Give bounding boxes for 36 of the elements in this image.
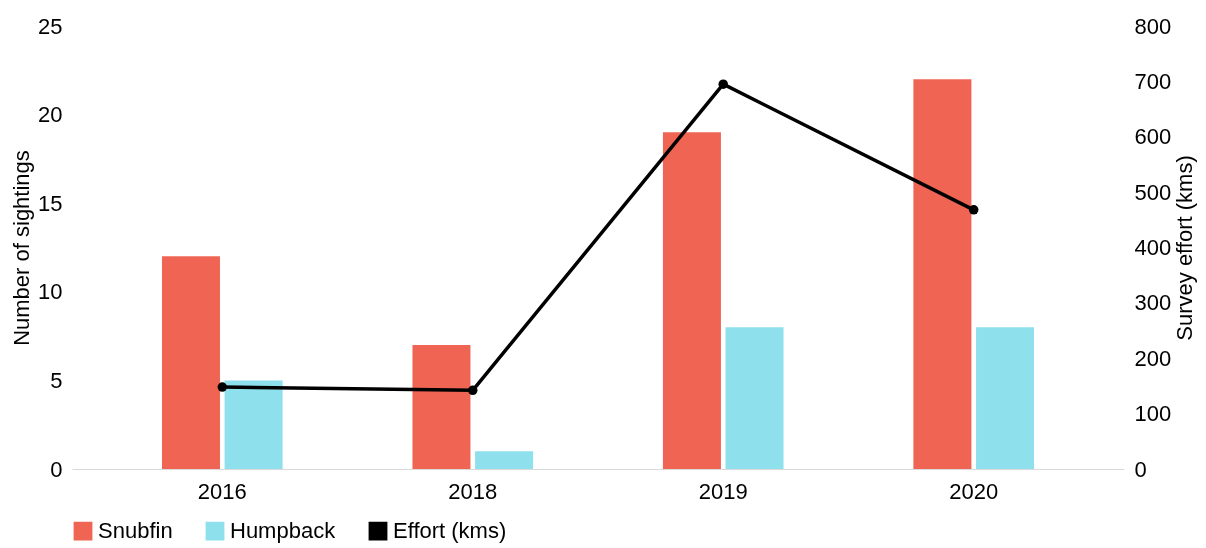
y2-tick-label: 100 <box>1134 401 1172 427</box>
x-tick-label: 2018 <box>448 478 498 504</box>
legend-label: Snubfin <box>98 518 173 544</box>
bar <box>725 327 784 469</box>
point <box>468 385 478 396</box>
x-tick-label: 2016 <box>197 478 247 504</box>
y2-tick-label: 200 <box>1134 345 1172 371</box>
bar <box>662 132 721 469</box>
y-tick-label: 25 <box>38 13 63 39</box>
bar <box>913 79 972 469</box>
y2-tick-label: 800 <box>1134 13 1172 39</box>
bar <box>412 344 471 469</box>
bar <box>475 451 534 469</box>
y-tick-label: 10 <box>38 279 63 305</box>
y-tick-label: 15 <box>38 190 63 216</box>
legend-label: Effort (kms) <box>393 518 507 544</box>
y2-tick-label: 500 <box>1134 179 1172 205</box>
y-axis-title: Number of sightings <box>9 150 35 346</box>
y2-tick-label: 400 <box>1134 235 1172 260</box>
y2-tick-label: 600 <box>1134 124 1172 150</box>
y2-tick-label: 0 <box>1134 456 1147 482</box>
bar <box>224 380 283 469</box>
x-tick-label: 2019 <box>698 478 748 504</box>
point <box>718 79 728 89</box>
bar <box>161 256 220 469</box>
bar <box>976 327 1035 469</box>
point <box>968 205 979 215</box>
y-tick-label: 5 <box>50 367 63 393</box>
y-tick-label: 0 <box>50 456 63 482</box>
y2-tick-label: 700 <box>1134 68 1172 94</box>
y2-axis-title: Survey effort (kms) <box>1172 155 1198 341</box>
legend-label: Humpback <box>230 518 337 544</box>
x-tick-label: 2020 <box>949 478 999 504</box>
y-tick-label: 20 <box>38 102 63 128</box>
point <box>217 382 228 392</box>
y2-tick-label: 300 <box>1134 290 1172 316</box>
